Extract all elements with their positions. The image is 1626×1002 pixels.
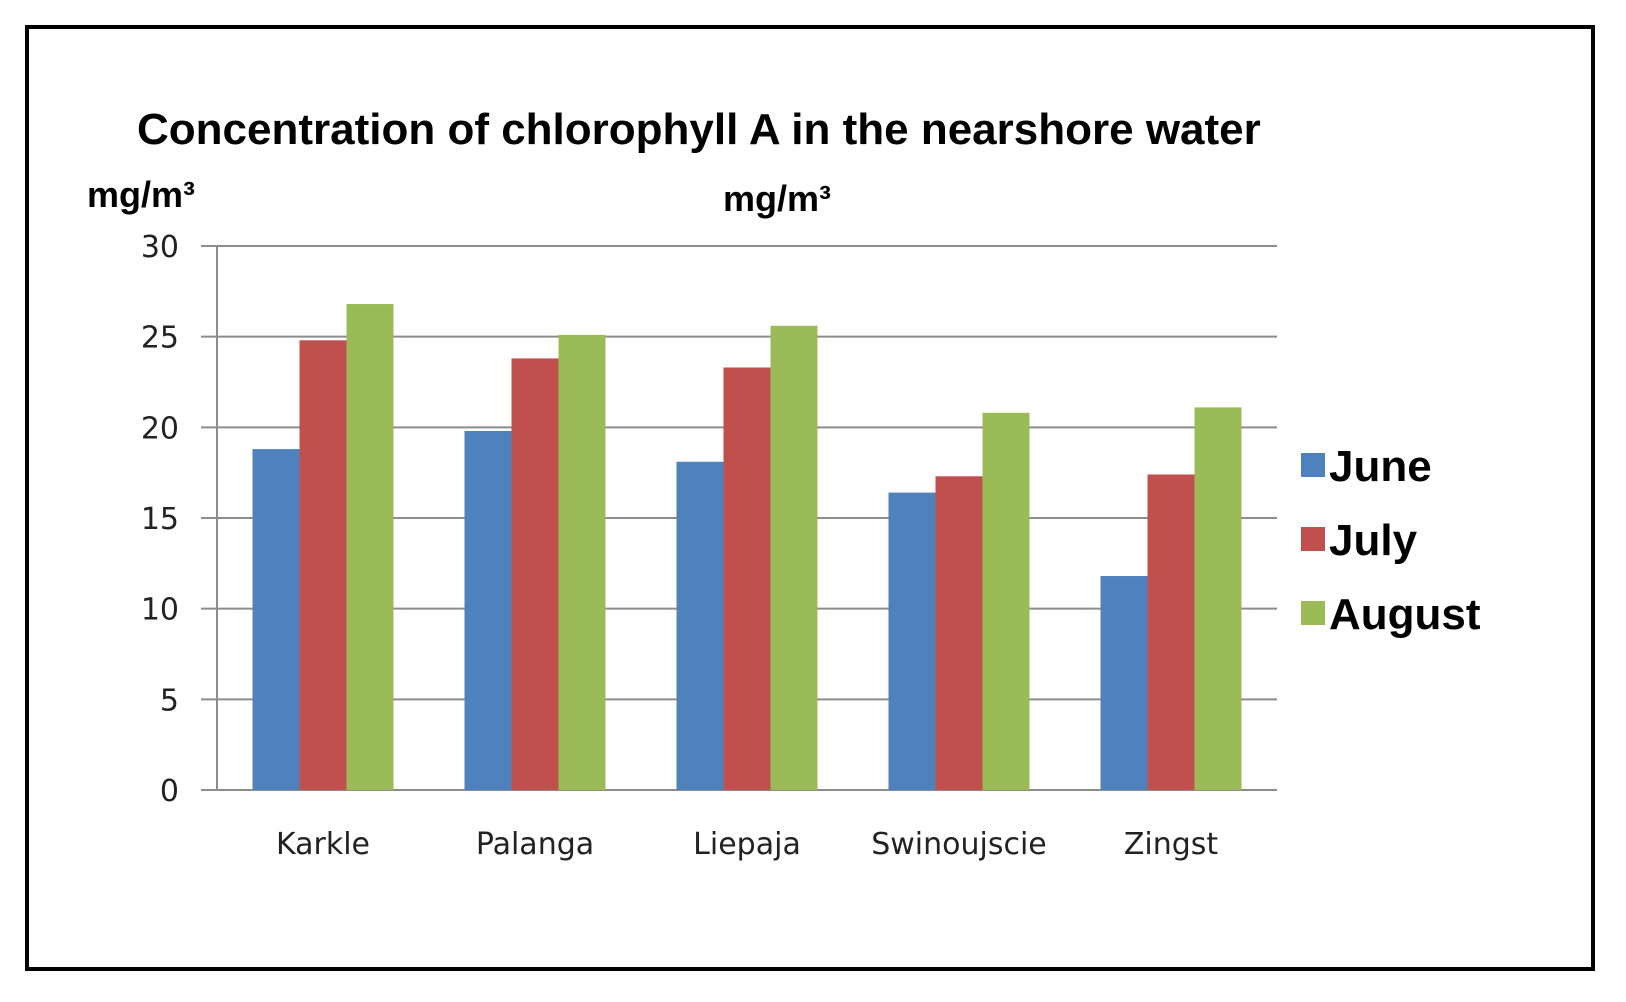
y-tick-label: 20 [141,411,179,446]
bar-liepaja-july [723,367,771,790]
y-tick-label: 15 [141,502,179,537]
bar-swinoujscie-july [935,476,983,790]
bar-palanga-august [558,334,606,790]
legend-label-august: August [1329,590,1481,639]
y-tick-label: 5 [160,683,179,718]
bar-swinoujscie-august [982,412,1030,790]
bar-zingst-june [1100,576,1148,790]
bar-liepaja-august [770,325,818,790]
bar-zingst-august [1194,407,1242,790]
bar-swinoujscie-june [888,492,936,790]
legend-label-june: June [1329,442,1432,491]
bar-chart: Concentration of chlorophyll A in the ne… [87,105,1481,862]
chart-title: Concentration of chlorophyll A in the ne… [137,105,1261,154]
legend-swatch-july [1301,527,1325,551]
legend-label-july: July [1329,516,1418,565]
bar-karkle-july [299,340,347,790]
chart-frame: Concentration of chlorophyll A in the ne… [25,25,1595,971]
y-tick-label: 30 [141,230,179,265]
y-tick-label: 10 [141,593,179,628]
chart-subtitle: mg/m³ [723,178,831,219]
legend: June July August [1301,442,1481,639]
y-tick-labels: 0 5 10 15 20 25 30 [141,230,179,809]
category-label: Swinoujscie [871,827,1047,862]
bar-palanga-july [511,358,559,790]
category-label: Karkle [276,827,370,862]
category-label: Palanga [476,827,594,862]
bar-palanga-june [464,430,512,790]
y-tick-label: 25 [141,321,179,356]
y-tick-label: 0 [160,774,179,809]
bars [252,304,1242,790]
y-axis-label: mg/m³ [87,174,195,215]
legend-swatch-august [1301,601,1325,625]
legend-swatch-june [1301,453,1325,477]
category-label: Zingst [1124,827,1219,862]
category-labels: Karkle Palanga Liepaja Swinoujscie Zingst [276,827,1218,862]
bar-karkle-june [252,449,300,790]
category-label: Liepaja [693,827,801,862]
bar-karkle-august [346,304,394,790]
bar-liepaja-june [676,461,724,790]
bar-zingst-july [1147,474,1195,790]
